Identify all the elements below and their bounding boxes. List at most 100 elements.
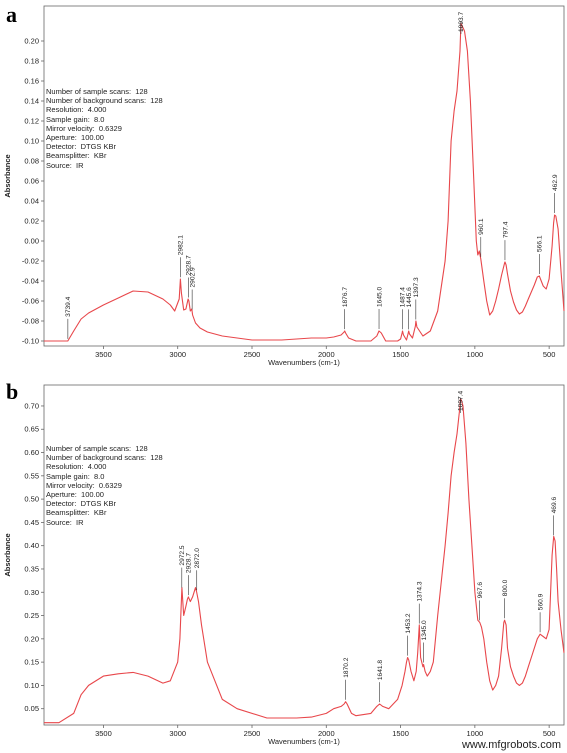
peak-label: 797.4 bbox=[502, 221, 509, 238]
y-tick-label: 0.60 bbox=[24, 448, 39, 457]
ir-spectrum-chart-a: -0.10 -0.08 -0.06 -0.04 -0.02 0.00 0.02 0.04 0.0… bbox=[3, 5, 565, 367]
y-tick-label: 0.15 bbox=[24, 658, 39, 667]
info-line: Sample gain: 8.0 bbox=[46, 114, 105, 124]
info-line: Number of sample scans: 128 bbox=[46, 444, 148, 453]
peak-label: 1641.8 bbox=[377, 660, 384, 681]
x-tick-label: 2500 bbox=[244, 350, 261, 359]
peak-label: 1445.6 bbox=[406, 287, 413, 308]
peak-label: 967.6 bbox=[477, 582, 484, 599]
peak-label: 566.1 bbox=[537, 235, 544, 252]
info-line: Number of background scans: 128 bbox=[46, 453, 163, 463]
x-tick-label: 1500 bbox=[392, 729, 409, 738]
spectrum-line bbox=[44, 398, 565, 724]
info-line: Mirror velocity: 0.6329 bbox=[46, 480, 122, 490]
y-tick-label: 0.14 bbox=[24, 97, 39, 106]
peak-label: 2872.0 bbox=[194, 548, 201, 569]
y-tick-label: 0.10 bbox=[24, 681, 39, 690]
y-tick-label: 0.08 bbox=[24, 157, 39, 166]
peak-label: 3739.4 bbox=[65, 296, 72, 317]
peak-label: 1097.4 bbox=[458, 390, 465, 411]
info-line: Number of sample scans: 128 bbox=[46, 87, 148, 96]
y-tick-label: -0.04 bbox=[22, 277, 39, 286]
info-line: Detector: DTGS KBr bbox=[46, 142, 117, 152]
x-tick-label: 500 bbox=[543, 729, 556, 738]
peak-label: 960.1 bbox=[478, 218, 485, 235]
x-tick-label: 3000 bbox=[169, 350, 186, 359]
x-axis-label: Wavenumbers (cm-1) bbox=[268, 358, 340, 367]
info-line: Aperture: 100.00 bbox=[46, 490, 104, 500]
y-tick-label: 0.02 bbox=[24, 217, 39, 226]
y-tick-label: 0.18 bbox=[24, 57, 39, 66]
y-tick-label: 0.20 bbox=[24, 37, 39, 46]
y-tick-label: 0.20 bbox=[24, 634, 39, 643]
info-line: Beamsplitter: KBr bbox=[46, 151, 107, 161]
y-tick-label: 0.70 bbox=[24, 401, 39, 410]
y-tick-label: 0.65 bbox=[24, 425, 39, 434]
info-line: Beamsplitter: KBr bbox=[46, 508, 107, 518]
peak-label: 1487.4 bbox=[400, 287, 407, 308]
y-tick-label: 0.55 bbox=[24, 471, 39, 480]
x-tick-label: 3000 bbox=[169, 729, 186, 738]
plot-frame bbox=[43, 5, 565, 347]
x-tick-label: 500 bbox=[543, 350, 556, 359]
y-tick-label: 0.12 bbox=[24, 117, 39, 126]
y-tick-label: 0.35 bbox=[24, 564, 39, 573]
y-tick-label: 0.40 bbox=[24, 541, 39, 550]
plot-frame bbox=[43, 384, 565, 726]
panel-letter: a bbox=[6, 2, 17, 27]
peak-label: 1645.0 bbox=[376, 286, 383, 307]
x-tick-label: 2500 bbox=[244, 729, 261, 738]
y-tick-label: 0.45 bbox=[24, 518, 39, 527]
ir-spectrum-chart-b: 0.05 0.10 0.15 0.20 0.25 0.30 0.35 0.40 0.45 0.50… bbox=[3, 384, 565, 746]
y-tick-label: 0.06 bbox=[24, 177, 39, 186]
y-tick-label: 0.16 bbox=[24, 77, 39, 86]
peak-label: 1374.3 bbox=[417, 581, 424, 602]
y-tick-label: -0.02 bbox=[22, 257, 39, 266]
y-axis-label: Absorbance bbox=[3, 154, 12, 197]
peak-label: 2902.9 bbox=[189, 267, 196, 288]
peak-label: 1870.2 bbox=[343, 657, 350, 678]
x-tick-label: 1000 bbox=[467, 729, 484, 738]
peak-label: 1345.0 bbox=[421, 620, 428, 641]
peak-label: 2972.5 bbox=[179, 545, 186, 566]
y-axis-label: Absorbance bbox=[3, 533, 12, 576]
watermark: www.mfgrobots.com bbox=[461, 739, 561, 751]
peak-label: 469.6 bbox=[551, 497, 558, 514]
spectrum-line bbox=[44, 22, 565, 342]
y-tick-label: 0.05 bbox=[24, 704, 39, 713]
peak-label: 462.9 bbox=[552, 174, 559, 191]
y-tick-label: 0.04 bbox=[24, 197, 39, 206]
peak-label: 2982.1 bbox=[178, 235, 185, 256]
info-line: Aperture: 100.00 bbox=[46, 133, 104, 143]
instrument-info: Number of sample scans: 128 Number of ba… bbox=[46, 87, 163, 170]
y-tick-label: -0.06 bbox=[22, 297, 39, 306]
y-tick-label: -0.10 bbox=[22, 337, 39, 346]
instrument-info: Number of sample scans: 128 Number of ba… bbox=[46, 444, 163, 527]
x-tick-label: 3500 bbox=[95, 729, 112, 738]
info-line: Number of background scans: 128 bbox=[46, 96, 163, 106]
peak-label: 1093.7 bbox=[458, 11, 465, 32]
peak-label: 2928.7 bbox=[186, 255, 193, 276]
peak-label: 560.9 bbox=[537, 593, 544, 610]
peak-label: 1397.3 bbox=[413, 277, 420, 298]
info-line: Detector: DTGS KBr bbox=[46, 499, 117, 509]
y-tick-label: 0.10 bbox=[24, 137, 39, 146]
info-line: Source: IR bbox=[46, 160, 84, 170]
y-tick-label: -0.08 bbox=[22, 317, 39, 326]
info-line: Resolution: 4.000 bbox=[46, 462, 107, 472]
x-tick-label: 2000 bbox=[318, 350, 335, 359]
y-tick-label: 0.50 bbox=[24, 495, 39, 504]
x-tick-label: 3500 bbox=[95, 350, 112, 359]
x-tick-label: 1000 bbox=[467, 350, 484, 359]
panel-letter: b bbox=[6, 379, 19, 404]
x-tick-label: 2000 bbox=[318, 729, 335, 738]
spectrum-panel-a: a Number of sample scans: 128 Number of … bbox=[0, 0, 567, 376]
info-line: Source: IR bbox=[46, 517, 84, 527]
info-line: Sample gain: 8.0 bbox=[46, 471, 105, 481]
y-tick-label: 0.25 bbox=[24, 611, 39, 620]
peak-label: 2928.7 bbox=[186, 553, 193, 574]
peak-label: 1453.2 bbox=[405, 613, 412, 634]
y-tick-label: 0.00 bbox=[24, 237, 39, 246]
spectrum-panel-b: b Number of sample scans: 128 Number of … bbox=[0, 377, 567, 753]
y-tick-label: 0.30 bbox=[24, 588, 39, 597]
